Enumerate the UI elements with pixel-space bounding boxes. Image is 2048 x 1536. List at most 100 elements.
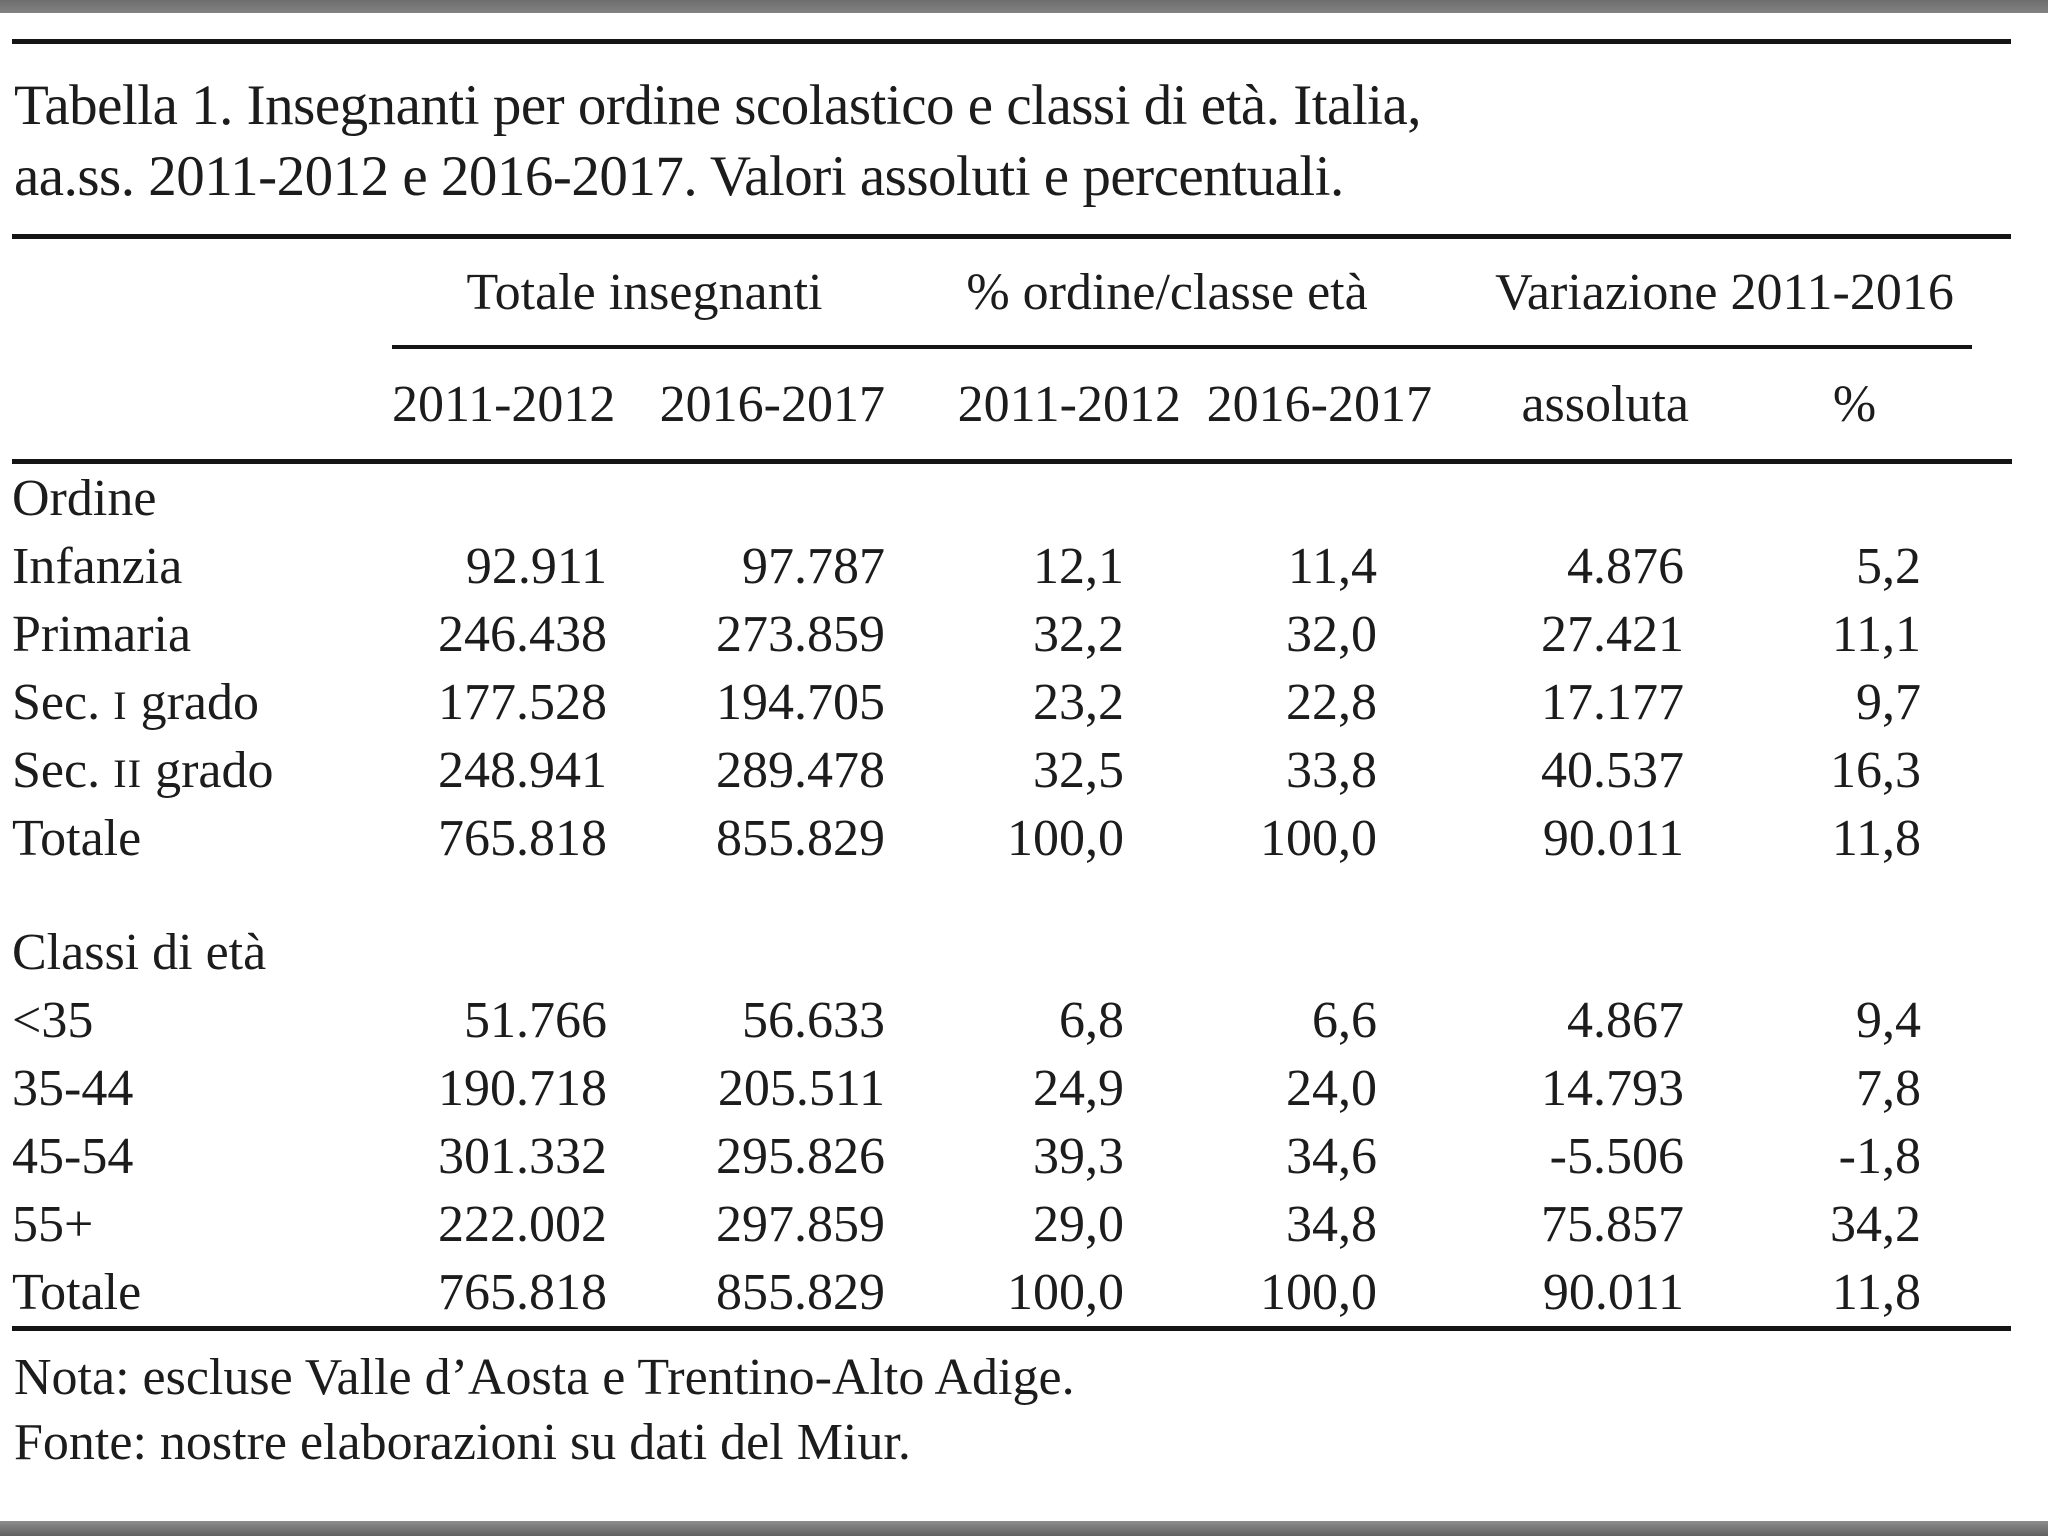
table-row: Primaria 246.438 273.859 32,2 32,0 27.421 11,1 xyxy=(12,600,2012,668)
value-cell: 6,6 xyxy=(1312,991,1377,1049)
value-cell: 11,8 xyxy=(1831,809,1921,867)
value-cell: 90.011 xyxy=(1542,809,1684,867)
value-cell: 100,0 xyxy=(1260,1263,1377,1321)
empty-cell xyxy=(12,349,392,464)
row-label: Totale xyxy=(12,1263,142,1321)
table-row: Infanzia 92.911 97.787 12,1 11,4 4.876 5,2 xyxy=(12,532,2012,600)
value-cell: 75.857 xyxy=(1541,1195,1684,1253)
value-cell: 9,4 xyxy=(1856,991,1921,1049)
column-group-variazione-2011-2016: Variazione 2011-2016 xyxy=(1495,263,1954,321)
value-cell: 34,2 xyxy=(1830,1195,1921,1253)
table-row: Totale 765.818 855.829 100,0 100,0 90.011 11,8 xyxy=(12,804,2012,872)
section-label: Ordine xyxy=(12,469,157,527)
window-chrome-bottom xyxy=(0,1521,2048,1536)
table-title: Tabella 1. Insegnanti per ordine scolast… xyxy=(14,70,2011,212)
subheader-pct-2016-2017: 2016-2017 xyxy=(1192,349,1437,464)
group-header-rule-row xyxy=(12,345,2012,349)
subheader-pct-2011-2012: 2011-2012 xyxy=(897,349,1192,464)
table-row: <35 51.766 56.633 6,8 6,6 4.867 9,4 xyxy=(12,986,2012,1054)
table-body: Ordine Infanzia 92.911 97.787 12,1 11,4 4.876 5… xyxy=(12,462,2012,1327)
value-cell: 765.818 xyxy=(438,809,607,867)
sub-header-row: 2011-2012 2016-2017 2011-2012 2016-2017 … xyxy=(12,349,2012,464)
roman-numeral: II xyxy=(113,750,143,796)
value-cell: 855.829 xyxy=(716,1263,885,1321)
value-cell: 17.177 xyxy=(1541,673,1684,731)
value-cell: 765.818 xyxy=(438,1263,607,1321)
subheader-percent: % xyxy=(1697,349,2012,464)
subheader-totale-2016-2017: 2016-2017 xyxy=(622,349,897,464)
value-cell: 177.528 xyxy=(438,673,607,731)
value-cell: 194.705 xyxy=(716,673,885,731)
value-cell: 100,0 xyxy=(1260,809,1377,867)
section-header-row: Ordine xyxy=(12,462,2012,533)
bottom-rule xyxy=(12,1326,2011,1331)
page-content: Tabella 1. Insegnanti per ordine scolast… xyxy=(0,13,2048,1475)
value-cell: 222.002 xyxy=(438,1195,607,1253)
value-cell: 248.941 xyxy=(438,741,607,799)
row-label: Primaria xyxy=(12,605,192,663)
window-chrome-top xyxy=(0,0,2048,13)
source-line: Fonte: nostre elaborazioni su dati del M… xyxy=(14,1414,911,1471)
row-label: Sec. II grado xyxy=(12,741,274,799)
value-cell: -1,8 xyxy=(1838,1127,1921,1185)
value-cell: 34,8 xyxy=(1286,1195,1377,1253)
table-title-line2: aa.ss. 2011-2012 e 2016-2017. Valori ass… xyxy=(14,145,1344,208)
subheader-totale-2011-2012: 2011-2012 xyxy=(392,349,622,464)
value-cell: 32,0 xyxy=(1286,605,1377,663)
value-cell: 32,5 xyxy=(1033,741,1124,799)
table-row: 45-54 301.332 295.826 39,3 34,6 -5.506 -1,8 xyxy=(12,1122,2012,1190)
table-row: 35-44 190.718 205.511 24,9 24,0 14.793 7,8 xyxy=(12,1054,2012,1122)
value-cell: 40.537 xyxy=(1541,741,1684,799)
value-cell: 56.633 xyxy=(742,991,885,1049)
value-cell: 24,0 xyxy=(1286,1059,1377,1117)
value-cell: 297.859 xyxy=(716,1195,885,1253)
group-header-rule xyxy=(392,345,1972,349)
value-cell: 246.438 xyxy=(438,605,607,663)
subheader-assoluta: assoluta xyxy=(1437,349,1697,464)
value-cell: 16,3 xyxy=(1830,741,1921,799)
empty-corner-cell xyxy=(12,239,392,345)
value-cell: 4.867 xyxy=(1567,991,1684,1049)
row-label: 35-44 xyxy=(12,1059,134,1117)
column-group-totale-insegnanti: Totale insegnanti xyxy=(466,263,823,321)
row-label: <35 xyxy=(12,991,94,1049)
value-cell: 90.011 xyxy=(1542,1263,1684,1321)
value-cell: 22,8 xyxy=(1286,673,1377,731)
note-line: Nota: escluse Valle d’Aosta e Trentino-A… xyxy=(14,1349,1075,1406)
value-cell: 7,8 xyxy=(1856,1059,1921,1117)
value-cell: 32,2 xyxy=(1033,605,1124,663)
value-cell: 34,6 xyxy=(1286,1127,1377,1185)
row-label: Totale xyxy=(12,809,142,867)
table-row: Sec. I grado 177.528 194.705 23,2 22,8 17.177… xyxy=(12,668,2012,736)
value-cell: 14.793 xyxy=(1541,1059,1684,1117)
table-row: 55+ 222.002 297.859 29,0 34,8 75.857 34,2 xyxy=(12,1190,2012,1258)
value-cell: 33,8 xyxy=(1286,741,1377,799)
value-cell: 295.826 xyxy=(716,1127,885,1185)
value-cell: 11,1 xyxy=(1831,605,1921,663)
value-cell: 5,2 xyxy=(1856,537,1921,595)
value-cell: 12,1 xyxy=(1033,537,1124,595)
table-row: Sec. II grado 248.941 289.478 32,5 33,8 40.53… xyxy=(12,736,2012,804)
value-cell: 273.859 xyxy=(716,605,885,663)
section-spacer-row xyxy=(12,872,2012,918)
value-cell: 39,3 xyxy=(1033,1127,1124,1185)
value-cell: 51.766 xyxy=(464,991,607,1049)
data-table: Totale insegnanti % ordine/classe età Va… xyxy=(12,239,2012,1326)
value-cell: 11,4 xyxy=(1287,537,1377,595)
section-label: Classi di età xyxy=(12,923,267,981)
value-cell: 27.421 xyxy=(1541,605,1684,663)
title-rule xyxy=(12,234,2011,239)
table-row: Totale 765.818 855.829 100,0 100,0 90.011 11,8 xyxy=(12,1258,2012,1326)
value-cell: 4.876 xyxy=(1567,537,1684,595)
table-notes: Nota: escluse Valle d’Aosta e Trentino-A… xyxy=(12,1345,2011,1475)
row-label: 45-54 xyxy=(12,1127,134,1185)
value-cell: 190.718 xyxy=(438,1059,607,1117)
value-cell: 23,2 xyxy=(1033,673,1124,731)
value-cell: 9,7 xyxy=(1856,673,1921,731)
value-cell: 29,0 xyxy=(1033,1195,1124,1253)
value-cell: 97.787 xyxy=(742,537,885,595)
row-label: Sec. I grado xyxy=(12,673,260,731)
section-header-row: Classi di età xyxy=(12,918,2012,986)
value-cell: 205.511 xyxy=(717,1059,885,1117)
value-cell: 6,8 xyxy=(1059,991,1124,1049)
